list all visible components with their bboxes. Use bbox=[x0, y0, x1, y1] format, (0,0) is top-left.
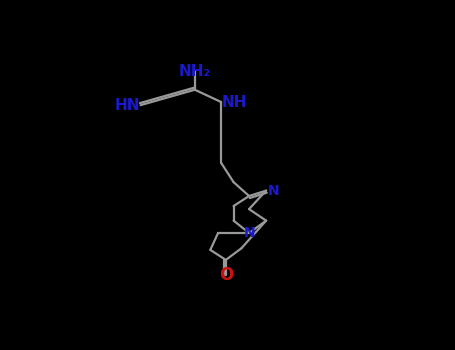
Text: O: O bbox=[219, 266, 233, 284]
Text: NH: NH bbox=[222, 94, 248, 110]
Text: HN: HN bbox=[114, 98, 140, 113]
Text: N: N bbox=[243, 226, 255, 240]
Text: N: N bbox=[268, 184, 279, 198]
Text: NH₂: NH₂ bbox=[179, 64, 211, 79]
